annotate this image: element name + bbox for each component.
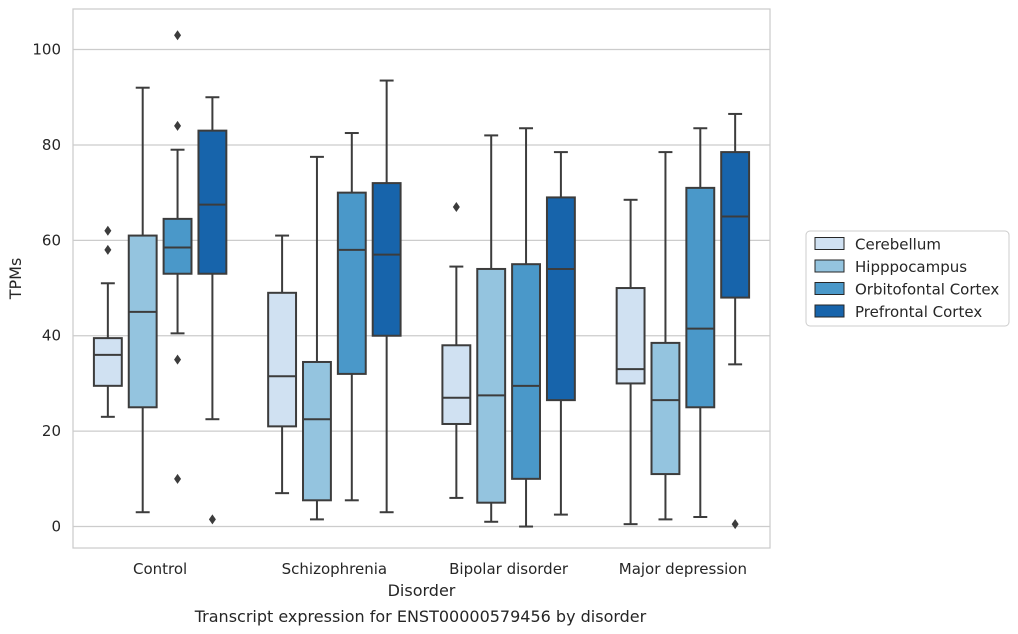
- y-tick-label: 60: [42, 231, 61, 249]
- box-iqr: [336, 191, 367, 375]
- box-3-2: [685, 127, 716, 518]
- legend-label: Cerebellum: [855, 236, 941, 254]
- legend-swatch: [814, 259, 845, 273]
- box-0-2: [162, 30, 193, 484]
- y-tick-label: 100: [32, 41, 61, 59]
- plot-frame: [72, 8, 771, 549]
- outlier-marker: [731, 519, 739, 530]
- x-tick-label: Control: [133, 560, 187, 578]
- y-axis-label: TPMs: [6, 258, 25, 301]
- x-tick-label: Schizophrenia: [282, 560, 387, 578]
- box-iqr: [302, 360, 332, 502]
- outlier-marker: [174, 30, 182, 41]
- box-iqr: [511, 263, 541, 480]
- box-iqr: [162, 217, 193, 275]
- legend-label: Prefrontal Cortex: [855, 303, 982, 321]
- y-tick-label: 20: [42, 422, 61, 440]
- legend: Cerebellum Hipppocampus Orbitofontal Corte…: [805, 230, 1010, 327]
- y-tick-label: 80: [42, 136, 61, 154]
- legend-swatch: [814, 237, 845, 250]
- y-tick-labels: 0 20 40 60 80 100: [32, 41, 61, 536]
- box-series: [92, 30, 751, 530]
- box-2-2: [511, 127, 541, 528]
- outlier-marker: [174, 354, 182, 365]
- box-iqr: [685, 186, 716, 409]
- box-iqr: [650, 341, 681, 476]
- x-axis-label: Disorder: [388, 581, 456, 600]
- box-iqr: [476, 267, 507, 504]
- box-iqr: [441, 344, 472, 425]
- box-0-0: [92, 225, 123, 418]
- legend-label: Hipppocampus: [855, 258, 967, 276]
- outlier-marker: [174, 120, 182, 131]
- box-iqr: [615, 287, 646, 385]
- legend-frame: [805, 230, 1010, 327]
- box-2-1: [476, 134, 507, 523]
- box-iqr: [197, 129, 228, 275]
- legend-label: Orbitofontal Cortex: [855, 281, 999, 299]
- box-3-1: [650, 151, 681, 521]
- box-3-3: [720, 112, 751, 530]
- box-1-3: [371, 79, 402, 514]
- box-iqr: [720, 151, 751, 299]
- legend-swatch: [814, 304, 845, 318]
- box-iqr: [127, 234, 158, 409]
- outlier-marker: [452, 201, 460, 212]
- outlier-marker: [208, 514, 216, 525]
- box-2-3: [545, 151, 576, 516]
- legend-swatch: [814, 282, 845, 295]
- chart-caption: Transcript expression for ENST0000057945…: [194, 607, 647, 626]
- y-tick-label: 40: [42, 327, 61, 345]
- outlier-marker: [174, 473, 182, 484]
- box-iqr: [545, 196, 576, 402]
- y-tick-label: 0: [51, 518, 61, 536]
- outlier-marker: [104, 244, 112, 255]
- x-tick-labels: Control Schizophrenia Bipolar disorder Majo…: [133, 560, 747, 578]
- box-iqr: [267, 291, 298, 428]
- box-iqr: [371, 182, 402, 337]
- outlier-marker: [104, 225, 112, 236]
- box-3-0: [615, 198, 646, 526]
- box-2-0: [441, 201, 472, 499]
- x-tick-label: Bipolar disorder: [449, 560, 569, 578]
- box-0-3: [197, 96, 228, 525]
- box-0-1: [127, 86, 158, 514]
- x-tick-label: Major depression: [619, 560, 747, 578]
- box-1-0: [267, 234, 298, 495]
- box-1-1: [302, 155, 332, 521]
- box-iqr: [92, 337, 123, 387]
- box-1-2: [336, 132, 367, 502]
